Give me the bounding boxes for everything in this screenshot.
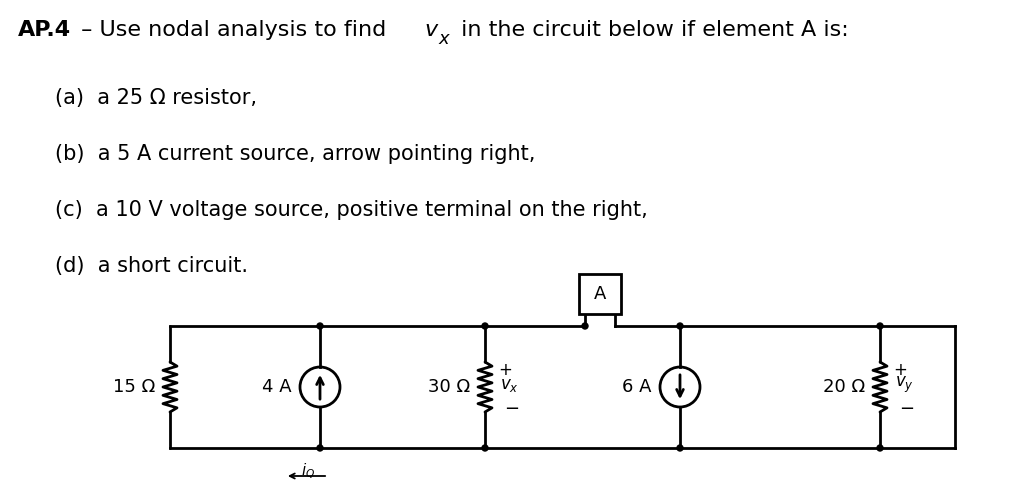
Circle shape: [317, 445, 323, 451]
Circle shape: [482, 445, 488, 451]
Text: (d)  a short circuit.: (d) a short circuit.: [55, 256, 248, 276]
Text: x: x: [438, 30, 449, 48]
Circle shape: [677, 323, 683, 329]
Text: (b)  a 5 A current source, arrow pointing right,: (b) a 5 A current source, arrow pointing…: [55, 144, 536, 164]
Text: – Use nodal analysis to find: – Use nodal analysis to find: [74, 20, 393, 40]
Text: 4 A: 4 A: [262, 378, 292, 396]
Circle shape: [877, 445, 883, 451]
Text: $v_x$: $v_x$: [500, 376, 519, 394]
Text: 15 Ω: 15 Ω: [113, 378, 155, 396]
Text: $i_Q$: $i_Q$: [301, 462, 315, 481]
Text: 20 Ω: 20 Ω: [823, 378, 865, 396]
Text: AP.4: AP.4: [18, 20, 71, 40]
Circle shape: [582, 323, 588, 329]
Circle shape: [317, 323, 323, 329]
Text: (c)  a 10 V voltage source, positive terminal on the right,: (c) a 10 V voltage source, positive term…: [55, 200, 648, 220]
Text: (a)  a 25 Ω resistor,: (a) a 25 Ω resistor,: [55, 88, 257, 108]
Circle shape: [482, 323, 488, 329]
Text: +: +: [498, 361, 512, 379]
Text: +: +: [893, 361, 907, 379]
Text: A: A: [594, 285, 606, 303]
FancyBboxPatch shape: [579, 274, 621, 314]
Circle shape: [877, 323, 883, 329]
Text: −: −: [504, 400, 519, 418]
Text: $v_y$: $v_y$: [895, 375, 913, 395]
Text: 30 Ω: 30 Ω: [428, 378, 470, 396]
Text: −: −: [899, 400, 914, 418]
Text: 6 A: 6 A: [623, 378, 652, 396]
Circle shape: [677, 445, 683, 451]
Text: in the circuit below if element A is:: in the circuit below if element A is:: [454, 20, 849, 40]
Text: v: v: [424, 20, 437, 40]
